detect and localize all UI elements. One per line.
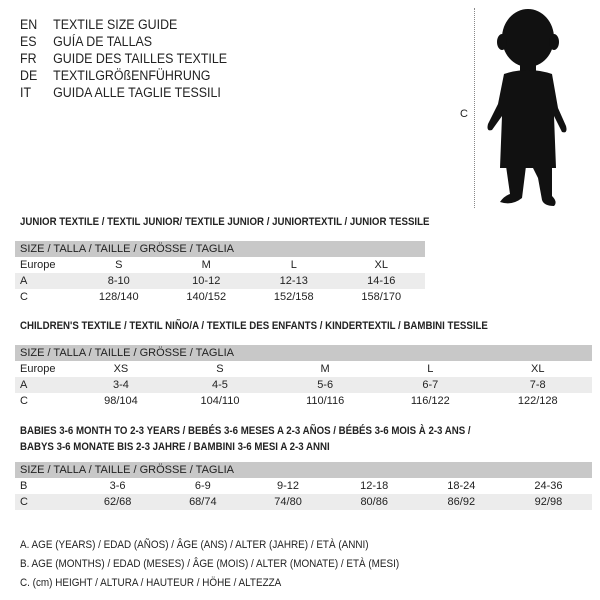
guide-title: TEXTILGRÖßENFÜHRUNG xyxy=(53,68,211,83)
guide-titles: EN TEXTILE SIZE GUIDE ES GUÍA DE TALLAS FR GU… xyxy=(20,16,227,101)
table-cell: 62/68 xyxy=(75,494,161,510)
babies-title-line1: BABIES 3-6 MONTH TO 2-3 YEARS / BEBÉS 3-… xyxy=(20,425,471,437)
table-cell: 122/128 xyxy=(517,395,558,407)
table-cell: 7-8 xyxy=(483,377,592,393)
row-label: B xyxy=(20,480,28,492)
row-label: C xyxy=(20,291,28,303)
guide-title: GUIDA ALLE TAGLIE TESSILI xyxy=(53,85,221,100)
babies-size-table: SIZE / TALLA / TAILLE / GRÖSSE / TAGLIA B… xyxy=(15,462,592,510)
guide-title-row: ES GUÍA DE TALLAS xyxy=(20,33,227,50)
guide-title-row: EN TEXTILE SIZE GUIDE xyxy=(20,16,227,33)
row-label: C xyxy=(20,395,28,407)
table-cell: 80/86 xyxy=(330,494,418,510)
size-header: SIZE / TALLA / TAILLE / GRÖSSE / TAGLIA xyxy=(15,241,425,257)
table-cell: 68/74 xyxy=(160,494,246,510)
row-label: Europe xyxy=(20,259,56,271)
row-label: C xyxy=(15,494,75,510)
table-cell: 152/158 xyxy=(273,291,314,303)
guide-title-row: FR GUIDE DES TAILLES TEXTILE xyxy=(20,50,227,67)
table-cell: 6-9 xyxy=(194,480,211,492)
table-row: A 3-4 4-5 5-6 6-7 7-8 xyxy=(15,377,592,393)
table-cell: S xyxy=(115,259,123,271)
note-a: A. AGE (YEARS) / EDAD (AÑOS) / ÂGE (ANS)… xyxy=(20,539,369,551)
table-cell: L xyxy=(290,259,297,271)
row-label: Europe xyxy=(20,363,56,375)
height-label: C xyxy=(460,108,468,120)
child-silhouette-icon xyxy=(487,9,567,206)
table-cell: 24-36 xyxy=(534,480,563,492)
row-label: A xyxy=(15,377,75,393)
table-cell: M xyxy=(320,363,330,375)
table-row: C 98/104 104/110 110/116 116/122 122/128 xyxy=(15,393,592,409)
table-cell: 6-7 xyxy=(377,377,484,393)
guide-title-row: IT GUIDA ALLE TAGLIE TESSILI xyxy=(20,84,227,101)
size-header-row: SIZE / TALLA / TAILLE / GRÖSSE / TAGLIA xyxy=(15,241,425,257)
note-c: C. (cm) HEIGHT / ALTURA / HAUTEUR / HÖHE… xyxy=(20,577,282,589)
table-row: C 128/140 140/152 152/158 158/170 xyxy=(15,289,425,305)
table-cell: XL xyxy=(530,363,545,375)
note-b: B. AGE (MONTHS) / EDAD (MESES) / ÂGE (MO… xyxy=(20,558,400,570)
table-cell: 10-12 xyxy=(162,273,250,289)
guide-title-row: DE TEXTILGRÖßENFÜHRUNG xyxy=(20,67,227,84)
table-cell: 116/122 xyxy=(410,395,450,407)
language-code: EN xyxy=(20,17,38,32)
language-code: ES xyxy=(20,34,37,49)
table-row: B 3-6 6-9 9-12 12-18 18-24 24-36 xyxy=(15,478,592,494)
children-size-table: SIZE / TALLA / TAILLE / GRÖSSE / TAGLIA E… xyxy=(15,345,592,409)
language-code: IT xyxy=(20,85,32,100)
junior-title: JUNIOR TEXTILE / TEXTIL JUNIOR/ TEXTILE … xyxy=(20,216,430,228)
table-cell: 158/170 xyxy=(361,291,402,303)
size-header-row: SIZE / TALLA / TAILLE / GRÖSSE / TAGLIA xyxy=(15,345,592,361)
table-cell: 18-24 xyxy=(447,480,476,492)
table-cell: 4-5 xyxy=(166,377,274,393)
table-cell: 3-4 xyxy=(75,377,167,393)
table-cell: 14-16 xyxy=(337,273,425,289)
guide-title: TEXTILE SIZE GUIDE xyxy=(53,17,178,32)
table-cell: 98/104 xyxy=(104,395,138,407)
row-label: A xyxy=(15,273,75,289)
table-cell: 3-6 xyxy=(109,480,126,492)
table-cell: 12-18 xyxy=(360,480,389,492)
language-code: FR xyxy=(20,51,37,66)
table-cell: 128/140 xyxy=(98,291,139,303)
table-cell: XL xyxy=(374,259,388,271)
junior-size-table: SIZE / TALLA / TAILLE / GRÖSSE / TAGLIA E… xyxy=(15,241,425,305)
children-title: CHILDREN'S TEXTILE / TEXTIL NIÑO/A / TEX… xyxy=(20,320,488,332)
table-cell: 12-13 xyxy=(250,273,338,289)
table-row: Europe XS S M L XL xyxy=(15,361,592,377)
size-header: SIZE / TALLA / TAILLE / GRÖSSE / TAGLIA xyxy=(15,462,592,478)
table-cell: 86/92 xyxy=(417,494,505,510)
table-row: A 8-10 10-12 12-13 14-16 xyxy=(15,273,425,289)
table-cell: 140/152 xyxy=(186,291,227,303)
table-cell: 74/80 xyxy=(245,494,331,510)
table-cell: XS xyxy=(113,363,129,375)
language-code: DE xyxy=(20,68,38,83)
size-header-row: SIZE / TALLA / TAILLE / GRÖSSE / TAGLIA xyxy=(15,462,592,478)
size-header: SIZE / TALLA / TAILLE / GRÖSSE / TAGLIA xyxy=(15,345,592,361)
table-cell: 92/98 xyxy=(504,494,592,510)
guide-title: GUIDE DES TAILLES TEXTILE xyxy=(53,51,228,66)
table-cell: 104/110 xyxy=(200,395,240,407)
table-cell: 8-10 xyxy=(75,273,163,289)
table-cell: L xyxy=(427,363,434,375)
height-line xyxy=(474,8,475,208)
table-row: C 62/68 68/74 74/80 80/86 86/92 92/98 xyxy=(15,494,592,510)
table-cell: 110/116 xyxy=(306,395,345,407)
table-cell: M xyxy=(201,259,211,271)
table-cell: S xyxy=(216,363,224,375)
table-cell: 9-12 xyxy=(277,480,300,492)
table-cell: 5-6 xyxy=(273,377,378,393)
table-row: Europe S M L XL xyxy=(15,257,425,273)
guide-title: GUÍA DE TALLAS xyxy=(53,34,153,49)
legend-notes: A. AGE (YEARS) / EDAD (AÑOS) / ÂGE (ANS)… xyxy=(20,536,399,593)
babies-title-line2: BABYS 3-6 MONATE BIS 2-3 JAHRE / BAMBINI… xyxy=(20,441,330,453)
